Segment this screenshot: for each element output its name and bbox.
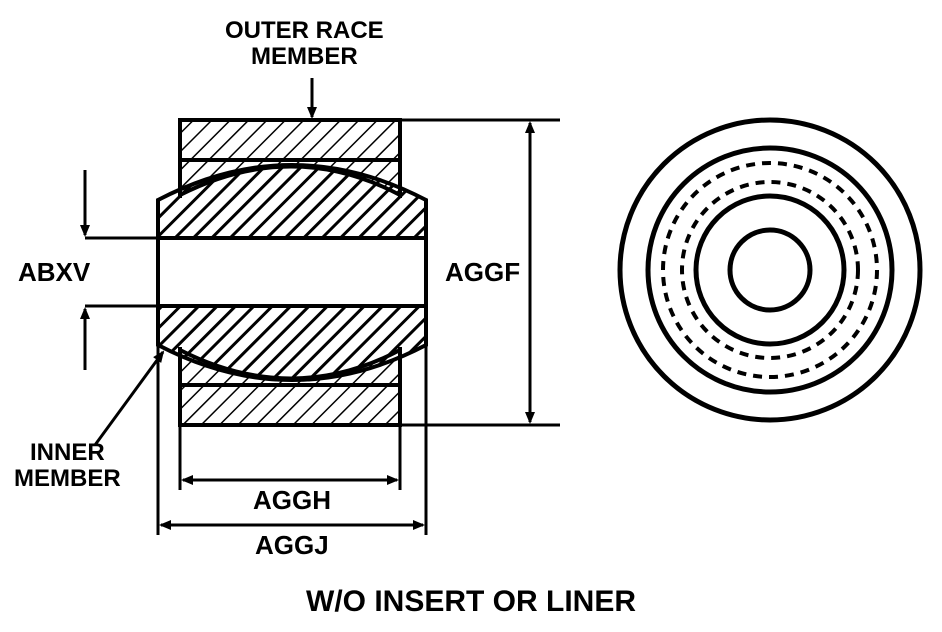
label-aggf: AGGF (445, 258, 520, 287)
label-aggh: AGGH (253, 486, 331, 515)
cross-section-view (85, 78, 560, 535)
leader-inner-member (95, 352, 163, 445)
bearing-diagram (0, 0, 942, 632)
label-outer-race-member: OUTER RACE MEMBER (225, 18, 384, 71)
fv-circle-ring-inner (648, 148, 892, 392)
caption: W/O INSERT OR LINER (0, 585, 942, 618)
label-abxv: ABXV (18, 258, 90, 287)
outer-race-bottom (180, 385, 400, 425)
label-inner-member: INNER MEMBER (14, 440, 121, 493)
fv-circle-bore (730, 230, 810, 310)
front-view (620, 120, 920, 420)
fv-circle-solid-mid (696, 196, 844, 344)
fv-circle-dash2 (682, 182, 858, 358)
label-aggj: AGGJ (255, 531, 329, 560)
outer-race-top (180, 120, 400, 160)
